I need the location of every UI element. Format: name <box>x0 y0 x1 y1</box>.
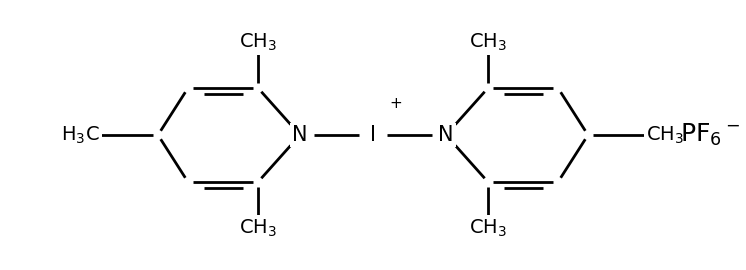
Text: CH$_3$: CH$_3$ <box>469 217 507 239</box>
Text: N: N <box>292 125 308 145</box>
Text: I: I <box>370 125 376 145</box>
Text: CH$_3$: CH$_3$ <box>646 124 684 146</box>
Text: CH$_3$: CH$_3$ <box>239 31 277 53</box>
Text: CH$_3$: CH$_3$ <box>239 217 277 239</box>
Text: +: + <box>389 96 402 110</box>
Text: CH$_3$: CH$_3$ <box>469 31 507 53</box>
Text: H$_3$C: H$_3$C <box>61 124 100 146</box>
Text: N: N <box>438 125 454 145</box>
Text: PF$_6$$^-$: PF$_6$$^-$ <box>680 122 740 148</box>
